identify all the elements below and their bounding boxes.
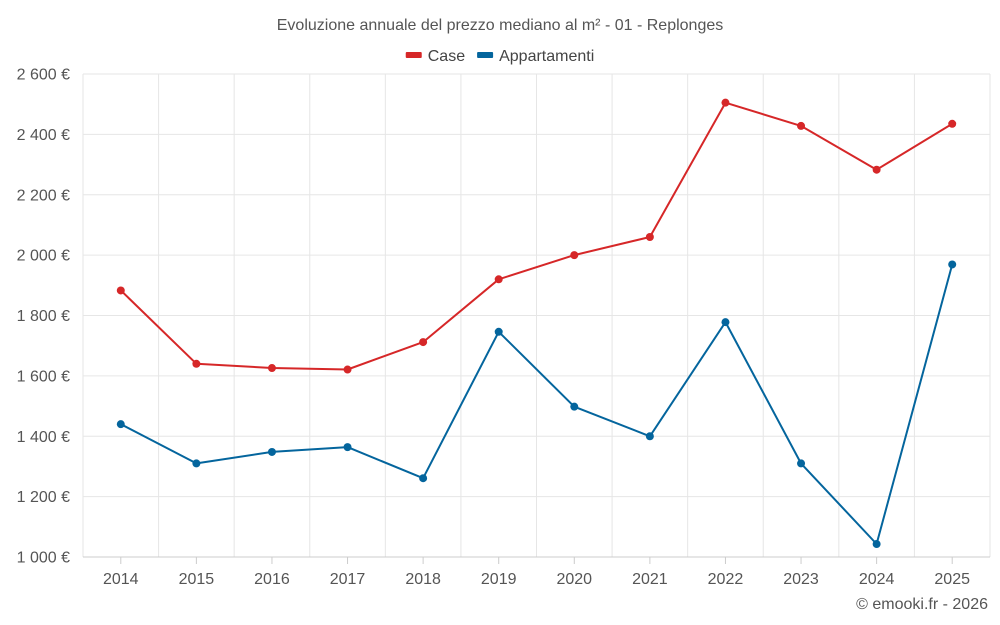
x-tick-label: 2022 [708,571,744,588]
data-point-case [948,119,957,128]
y-tick-label: 1 600 € [17,368,70,385]
data-point-case [797,121,806,130]
series-line-case [120,101,953,371]
data-point-appartamenti [872,540,881,549]
data-point-case [570,251,579,260]
y-tick-label: 2 600 € [17,67,70,84]
x-tick-label: 2018 [405,571,441,588]
x-tick-label: 2023 [783,571,819,588]
data-point-appartamenti [419,474,428,483]
y-tick-label: 1 400 € [17,429,70,446]
data-point-case [192,359,201,368]
x-tick-label: 2024 [859,571,895,588]
x-tick-label: 2015 [179,571,215,588]
x-tick-label: 2016 [254,571,290,588]
data-point-case [267,364,276,373]
y-tick-label: 2 200 € [17,187,70,204]
y-tick-label: 2 400 € [17,127,70,144]
chart-title: Evoluzione annuale del prezzo mediano al… [277,17,723,34]
data-point-case [419,338,428,347]
data-point-appartamenti [797,459,806,468]
data-point-appartamenti [343,443,352,452]
series [116,98,957,549]
data-point-appartamenti [645,432,654,441]
data-point-appartamenti [116,420,125,429]
y-tick-label: 1 200 € [17,489,70,506]
data-point-appartamenti [267,447,276,456]
x-tick-label: 2025 [934,571,970,588]
legend-item-appartamenti: Appartamenti [477,48,594,65]
x-tick-label: 2017 [330,571,366,588]
legend-swatch [405,52,422,58]
grid [82,73,991,558]
y-tick-label: 1 800 € [17,308,70,325]
legend-label: Case [428,48,465,65]
series-line-appartamenti [120,264,954,545]
data-point-case [494,275,503,284]
x-tick-label: 2021 [632,571,668,588]
y-tick-label: 2 000 € [17,248,70,265]
x-axis: 2014 2015 2016 2017 2018 2019 2020 2021 2022 2023… [83,556,990,588]
data-point-case [872,165,881,174]
data-point-appartamenti [192,459,201,468]
legend-item-case: Case [405,48,465,65]
x-tick-label: 2019 [481,571,517,588]
data-point-case [343,365,352,374]
x-tick-label: 2014 [103,571,139,588]
credit-text: © emooki.fr - 2026 [856,596,988,613]
data-point-case [645,233,654,242]
data-point-appartamenti [948,260,957,269]
data-point-case [721,98,730,107]
data-point-case [116,286,125,295]
y-tick-label: 1 000 € [17,550,70,567]
data-point-appartamenti [494,327,503,336]
legend: Case Appartamenti [405,48,594,65]
y-axis: 1 000 € 1 200 € 1 400 € 1 600 € 1 800 € 2 000… [17,67,70,567]
legend-swatch [477,52,494,58]
data-point-appartamenti [570,402,579,411]
data-point-appartamenti [721,318,730,327]
x-tick-label: 2020 [556,571,592,588]
legend-label: Appartamenti [499,48,594,65]
